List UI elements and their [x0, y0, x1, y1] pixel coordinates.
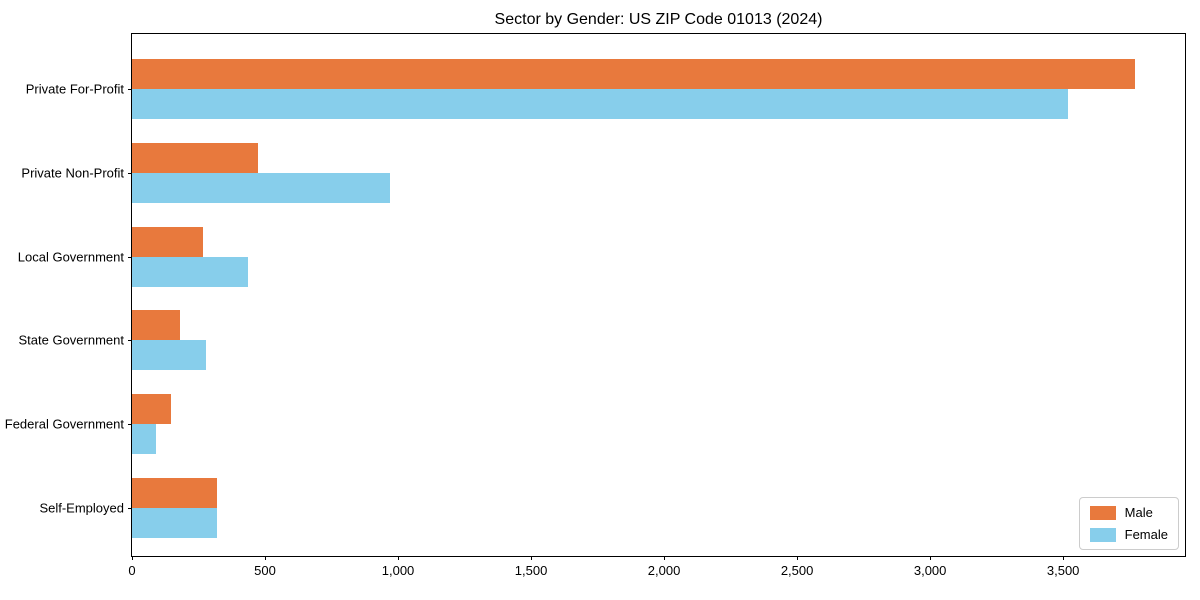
y-tick — [128, 424, 132, 426]
x-tick-label-1000: 1,000 — [381, 563, 415, 578]
legend: Male Female — [1078, 497, 1179, 550]
legend-item-male: Male — [1089, 505, 1168, 520]
x-tick — [930, 556, 932, 560]
bar-male-state-government — [132, 310, 180, 341]
y-tick-label-federal-government: Federal Government — [4, 416, 124, 432]
bar-male-local-government — [132, 226, 203, 257]
x-tick — [398, 556, 400, 560]
bar-female-private-non-profit — [132, 172, 391, 203]
x-tick-label-500: 500 — [254, 563, 276, 578]
legend-label-female: Female — [1124, 527, 1168, 542]
bar-female-local-government — [132, 256, 248, 287]
x-tick — [132, 556, 133, 560]
legend-item-female: Female — [1089, 527, 1168, 542]
x-tick — [531, 556, 533, 560]
bar-male-self-employed — [132, 478, 218, 508]
bar-female-federal-government — [132, 424, 156, 455]
y-tick — [128, 256, 132, 258]
y-tick — [128, 340, 132, 342]
legend-label-male: Male — [1124, 505, 1153, 520]
legend-swatch-female — [1089, 527, 1116, 542]
bar-male-federal-government — [132, 394, 171, 425]
x-tick-label-3500: 3,500 — [1046, 563, 1080, 578]
x-tick-label-2500: 2,500 — [780, 563, 814, 578]
bar-male-private-non-profit — [132, 142, 259, 173]
y-tick-label-self-employed: Self-Employed — [39, 500, 124, 516]
bar-female-state-government — [132, 340, 207, 371]
x-tick — [265, 556, 267, 560]
y-tick — [128, 172, 132, 174]
x-tick-label-3000: 3,000 — [913, 563, 947, 578]
x-tick — [797, 556, 799, 560]
plot-area: Male Female Private For-Profit Private Non… — [5, 33, 1186, 578]
chart-title: Sector by Gender: US ZIP Code 01013 (202… — [494, 11, 823, 28]
x-tick-label-2000: 2,000 — [647, 563, 681, 578]
y-tick-label-state-government: State Government — [18, 332, 125, 348]
x-tick — [1063, 556, 1065, 560]
y-tick-label-private-non-profit: Private Non-Profit — [21, 165, 124, 181]
y-tick-label-local-government: Local Government — [17, 249, 124, 265]
bar-male-private-for-profit — [132, 59, 1135, 89]
bar-female-private-for-profit — [132, 89, 1069, 119]
y-tick — [128, 89, 132, 90]
bar-female-self-employed — [132, 508, 218, 538]
y-tick-label-private-for-profit: Private For-Profit — [25, 81, 124, 97]
legend-swatch-male — [1089, 505, 1116, 520]
x-tick-label-1500: 1,500 — [514, 563, 548, 578]
x-tick — [664, 556, 666, 560]
x-tick-label-0: 0 — [128, 563, 136, 578]
y-tick — [128, 508, 132, 509]
